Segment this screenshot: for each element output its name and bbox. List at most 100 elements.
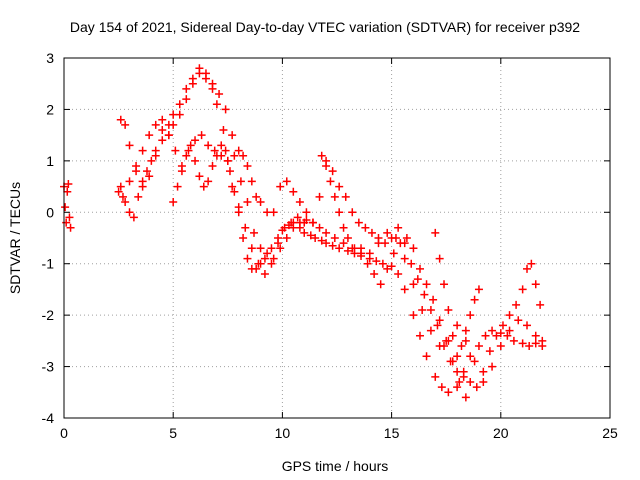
data-point xyxy=(145,131,154,140)
data-point xyxy=(243,254,252,263)
series-arc-a xyxy=(60,180,75,232)
data-point xyxy=(217,141,226,150)
data-point xyxy=(274,239,283,248)
data-point xyxy=(208,79,217,88)
data-point xyxy=(383,228,392,237)
data-point xyxy=(252,264,261,273)
data-point xyxy=(472,383,481,392)
data-point xyxy=(453,367,462,376)
data-point xyxy=(145,172,154,181)
data-point xyxy=(158,126,167,134)
data-point xyxy=(61,203,70,212)
y-tick-label: 1 xyxy=(46,153,54,169)
data-point xyxy=(282,234,291,242)
data-point xyxy=(444,388,453,397)
data-point xyxy=(339,239,348,248)
data-point xyxy=(527,259,536,268)
data-point xyxy=(391,234,400,242)
data-point xyxy=(435,316,444,325)
y-tick-label: -4 xyxy=(42,410,55,426)
data-point xyxy=(239,234,248,242)
data-point xyxy=(474,342,483,350)
data-point xyxy=(204,177,213,186)
data-point xyxy=(116,182,125,191)
data-point xyxy=(317,236,326,245)
data-point xyxy=(426,306,435,314)
data-point xyxy=(195,64,204,73)
data-point xyxy=(267,244,276,253)
data-point xyxy=(121,198,130,206)
data-point xyxy=(448,357,457,366)
data-point xyxy=(151,120,160,129)
data-point xyxy=(459,372,468,381)
data-point xyxy=(400,254,409,263)
data-point xyxy=(437,383,446,392)
data-point xyxy=(184,146,193,155)
data-point xyxy=(470,295,479,304)
data-point xyxy=(260,270,269,278)
data-point xyxy=(311,234,320,242)
data-point xyxy=(256,198,265,206)
y-tick-label: -3 xyxy=(42,359,55,375)
data-point xyxy=(350,244,359,253)
data-point xyxy=(215,90,224,98)
data-point xyxy=(396,239,405,248)
data-point xyxy=(236,177,245,186)
data-point xyxy=(367,228,376,237)
data-point xyxy=(302,208,311,217)
data-point xyxy=(230,187,239,196)
x-axis-label: GPS time / hours xyxy=(282,458,389,474)
data-point xyxy=(453,383,462,392)
data-point xyxy=(466,352,475,361)
data-point xyxy=(315,192,324,201)
data-point xyxy=(247,244,256,253)
data-point xyxy=(132,162,141,170)
data-point xyxy=(538,342,547,350)
data-point xyxy=(175,100,184,109)
data-point xyxy=(276,182,285,191)
data-point xyxy=(208,162,217,170)
data-point xyxy=(496,342,505,350)
data-point xyxy=(282,177,291,186)
data-point xyxy=(315,223,324,232)
plot-frame xyxy=(63,57,611,419)
x-tick-label: 20 xyxy=(493,425,509,441)
data-layer xyxy=(60,64,547,402)
data-point xyxy=(230,151,239,160)
data-point xyxy=(287,218,296,227)
data-point xyxy=(182,151,191,160)
data-point xyxy=(256,244,265,253)
data-point xyxy=(177,167,186,176)
data-point xyxy=(461,336,470,345)
data-point xyxy=(488,362,497,371)
data-point xyxy=(308,218,317,227)
data-point xyxy=(241,223,250,232)
data-point xyxy=(518,285,527,294)
data-point xyxy=(531,280,540,289)
data-point xyxy=(221,105,230,114)
data-point xyxy=(199,182,208,191)
data-point xyxy=(488,326,497,335)
data-point xyxy=(125,177,134,186)
data-point xyxy=(453,321,462,330)
data-point xyxy=(402,234,411,242)
data-point xyxy=(269,254,278,263)
data-point xyxy=(158,136,167,145)
data-point xyxy=(269,208,278,217)
data-point xyxy=(531,339,540,348)
data-point xyxy=(191,156,200,165)
data-point xyxy=(293,213,302,222)
y-tick-label: 3 xyxy=(46,50,54,66)
series-arc-g xyxy=(431,228,483,361)
data-point xyxy=(254,259,263,268)
data-point xyxy=(389,249,398,258)
data-point xyxy=(118,192,127,201)
data-point xyxy=(289,223,298,232)
data-point xyxy=(158,115,167,124)
data-point xyxy=(326,177,335,186)
data-point xyxy=(201,69,210,78)
data-point xyxy=(66,223,75,232)
data-point xyxy=(372,257,381,266)
